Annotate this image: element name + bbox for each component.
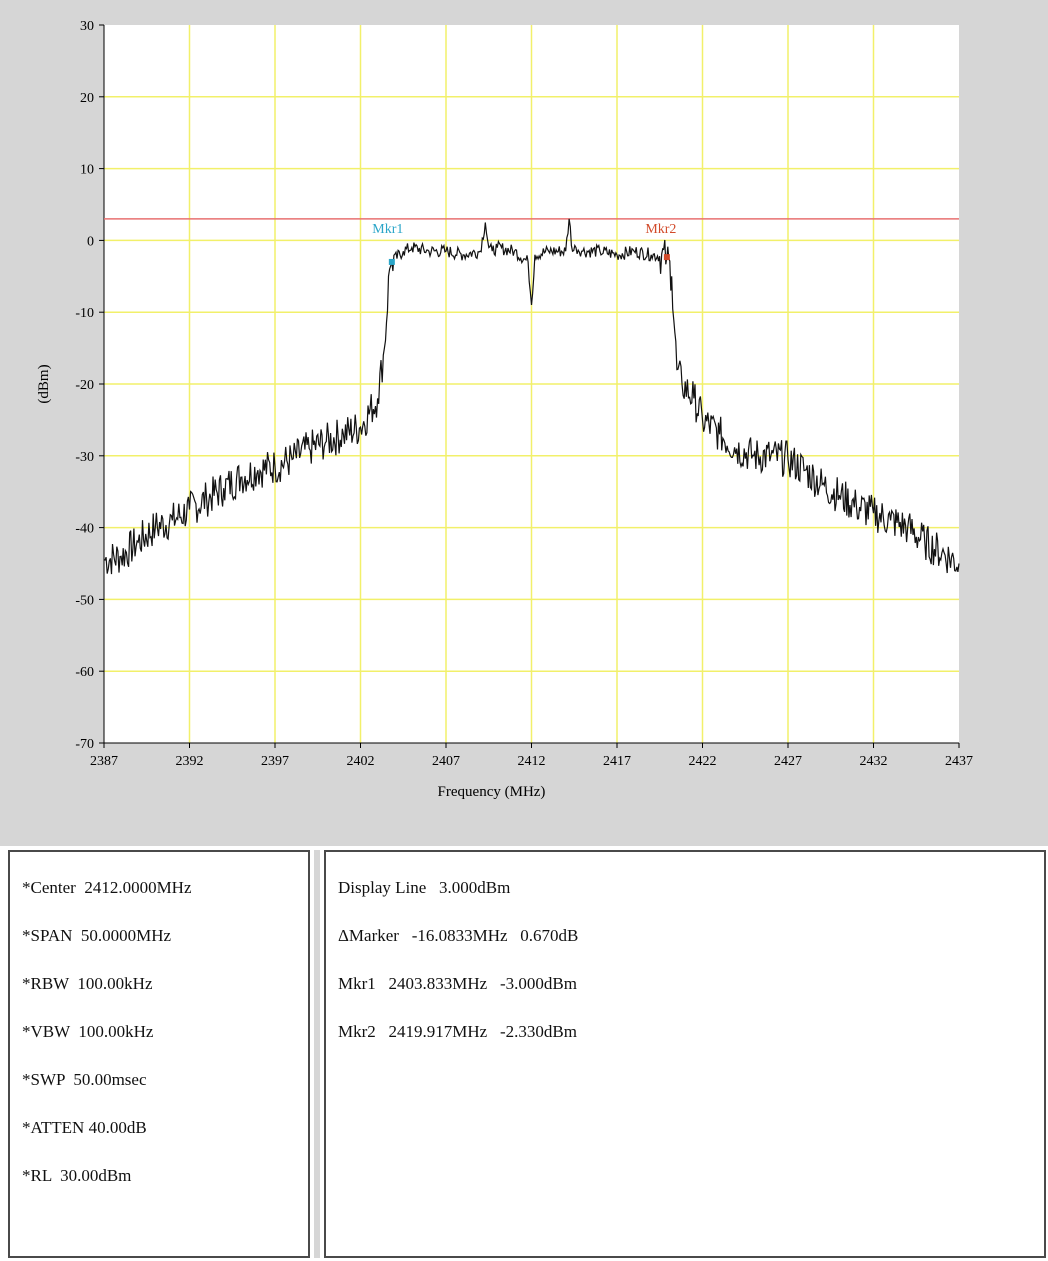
reference-level-setting: *RL 30.00dBm bbox=[22, 1166, 132, 1185]
y-tick-label: -20 bbox=[75, 378, 94, 393]
y-axis-title: (dBm) bbox=[36, 364, 52, 403]
panel-separator bbox=[314, 850, 320, 1258]
y-tick-label: -30 bbox=[75, 450, 94, 465]
attenuation-setting: *ATTEN 40.00dB bbox=[22, 1118, 147, 1137]
y-tick-label: -50 bbox=[75, 593, 94, 608]
center-frequency: *Center 2412.0000MHz bbox=[22, 878, 192, 897]
span-setting: *SPAN 50.0000MHz bbox=[22, 926, 172, 945]
delta-marker-readout: ΔMarker -16.0833MHz 0.670dB bbox=[338, 926, 579, 945]
y-tick-label: 30 bbox=[80, 19, 94, 34]
marker-1-point bbox=[388, 258, 395, 265]
marker1-readout: Mkr1 2403.833MHz -3.000dBm bbox=[338, 974, 577, 993]
y-tick-label: -40 bbox=[75, 522, 94, 537]
y-tick-label: 10 bbox=[80, 163, 94, 178]
x-tick-label: 2397 bbox=[261, 754, 289, 769]
y-tick-label: 0 bbox=[87, 234, 94, 249]
x-tick-label: 2437 bbox=[945, 754, 973, 769]
chart-panel: 2387 2392 2397 2402 2407 2412 2417 2422 2427 2432… bbox=[0, 0, 1048, 846]
x-tick-label: 2387 bbox=[90, 754, 118, 769]
x-tick-label: 2407 bbox=[432, 754, 460, 769]
y-tick-label: -70 bbox=[75, 737, 94, 752]
marker-readout-panel: Display Line 3.000dBm ΔMarker -16.0833MH… bbox=[324, 850, 1046, 1258]
marker-1-label: Mkr1 bbox=[372, 222, 403, 237]
spectrum-chart: 2387 2392 2397 2402 2407 2412 2417 2422 2427 2432… bbox=[36, 19, 973, 800]
display-line-readout: Display Line 3.000dBm bbox=[338, 878, 511, 897]
marker-2-label: Mkr2 bbox=[645, 222, 676, 237]
spectrum-trace bbox=[103, 218, 960, 575]
y-tick-label: -60 bbox=[75, 665, 94, 680]
x-tick-label: 2427 bbox=[774, 754, 802, 769]
y-tick-label: 20 bbox=[80, 91, 94, 106]
x-tick-label: 2412 bbox=[518, 754, 546, 769]
marker2-readout: Mkr2 2419.917MHz -2.330dBm bbox=[338, 1022, 577, 1041]
y-tick-label: -10 bbox=[75, 306, 94, 321]
x-tick-label: 2402 bbox=[347, 754, 375, 769]
x-tick-label: 2417 bbox=[603, 754, 631, 769]
settings-panel: *Center 2412.0000MHz *SPAN 50.0000MHz *R… bbox=[8, 850, 310, 1258]
marker-2-point bbox=[663, 254, 670, 261]
x-tick-label: 2422 bbox=[689, 754, 717, 769]
sweep-setting: *SWP 50.00msec bbox=[22, 1070, 147, 1089]
x-tick-label: 2432 bbox=[860, 754, 888, 769]
x-tick-label: 2392 bbox=[176, 754, 204, 769]
x-axis-title: Frequency (MHz) bbox=[438, 784, 546, 800]
vbw-setting: *VBW 100.00kHz bbox=[22, 1022, 154, 1041]
rbw-setting: *RBW 100.00kHz bbox=[22, 974, 153, 993]
